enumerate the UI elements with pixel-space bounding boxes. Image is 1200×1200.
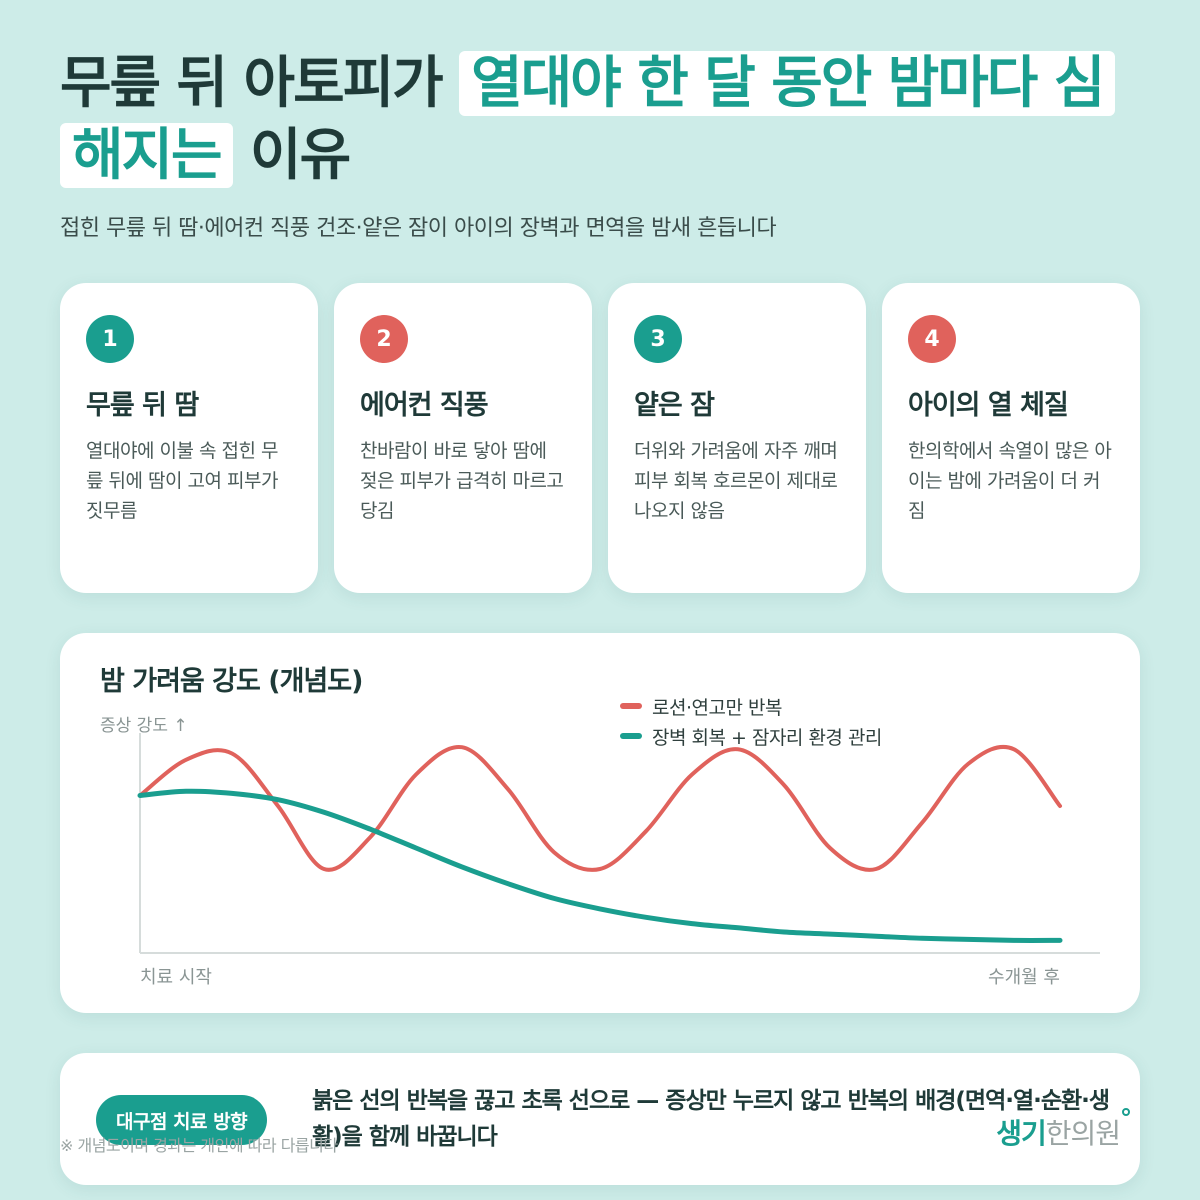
treatment-badge: 대구점 치료 방향 bbox=[96, 1095, 268, 1145]
clinic-logo: 생기한의원 bbox=[996, 1112, 1121, 1152]
card-description: 찬바람이 바로 닿아 땀에 젖은 피부가 급격히 마르고 당김 bbox=[360, 440, 564, 522]
cause-card-2: 2 에어컨 직풍 찬바람이 바로 닿아 땀에 젖은 피부가 급격히 마르고 당김 bbox=[334, 283, 592, 593]
title-part2: 이유 bbox=[232, 123, 351, 188]
card-title: 무릎 뒤 땀 bbox=[86, 390, 199, 421]
card-description: 더위와 가려움에 자주 깨며 피부 회복 호르몬이 제대로 나오지 않음 bbox=[634, 440, 838, 522]
card-title: 아이의 열 체질 bbox=[908, 390, 1069, 421]
legend-swatch-teal bbox=[620, 733, 642, 739]
card-number-badge: 1 bbox=[86, 315, 134, 363]
x-axis-start-label: 치료 시작 bbox=[140, 967, 212, 988]
y-axis-label: 증상 강도 ↑ bbox=[100, 716, 188, 736]
card-title: 에어컨 직풍 bbox=[360, 390, 489, 421]
subtitle: 접힌 무릎 뒤 땀·에어컨 직풍 건조·얕은 잠이 아이의 장벽과 면역을 밤새… bbox=[60, 216, 777, 241]
title-part1: 무릎 뒤 아토피가 bbox=[60, 51, 460, 116]
card-title: 얕은 잠 bbox=[634, 390, 715, 421]
cause-card-1: 1 무릎 뒤 땀 열대야에 이불 속 접힌 무릎 뒤에 땀이 고여 피부가 짓무… bbox=[60, 283, 318, 593]
cause-cards: 1 무릎 뒤 땀 열대야에 이불 속 접힌 무릎 뒤에 땀이 고여 피부가 짓무… bbox=[60, 283, 1140, 593]
legend-swatch-red bbox=[620, 703, 642, 709]
line-lotion-only bbox=[138, 744, 1062, 872]
card-number-badge: 4 bbox=[908, 315, 956, 363]
cause-card-4: 4 아이의 열 체질 한의학에서 속열이 많은 아이는 밤에 가려움이 더 커짐 bbox=[882, 283, 1140, 593]
x-axis-end-label: 수개월 후 bbox=[988, 967, 1060, 988]
page-title: 무릎 뒤 아토피가 열대야 한 달 동안 밤마다 심해지는 이유 bbox=[60, 48, 1140, 192]
footnote: ※ 개념도이며 경과는 개인에 따라 다릅니다 bbox=[60, 1136, 338, 1155]
logo-part1: 생기 bbox=[996, 1117, 1047, 1150]
treatment-direction-panel: 대구점 치료 방향 붉은 선의 반복을 끊고 초록 선으로 — 증상만 누르지 … bbox=[60, 1053, 1140, 1185]
logo-dot-icon bbox=[1122, 1108, 1130, 1116]
chart-title: 밤 가려움 강도 (개념도) bbox=[100, 666, 363, 697]
cause-card-3: 3 얕은 잠 더위와 가려움에 자주 깨며 피부 회복 호르몬이 제대로 나오지… bbox=[608, 283, 866, 593]
card-number-badge: 2 bbox=[360, 315, 408, 363]
treatment-message: 붉은 선의 반복을 끊고 초록 선으로 — 증상만 누르지 않고 반복의 배경(… bbox=[312, 1088, 1110, 1150]
card-description: 열대야에 이불 속 접힌 무릎 뒤에 땀이 고여 피부가 짓무름 bbox=[86, 440, 278, 522]
itch-chart-panel: 밤 가려움 강도 (개념도) 증상 강도 ↑ 로션·연고만 반복 장벽 회복 +… bbox=[60, 633, 1140, 1013]
legend-item-lotion: 로션·연고만 반복 bbox=[620, 691, 882, 721]
legend-label: 장벽 회복 + 잠자리 환경 관리 bbox=[652, 726, 882, 749]
card-description: 한의학에서 속열이 많은 아이는 밤에 가려움이 더 커짐 bbox=[908, 440, 1112, 522]
legend-label: 로션·연고만 반복 bbox=[652, 696, 782, 719]
logo-part2: 한의원 bbox=[1045, 1117, 1121, 1150]
chart-legend: 로션·연고만 반복 장벽 회복 + 잠자리 환경 관리 bbox=[620, 691, 882, 751]
legend-item-barrier: 장벽 회복 + 잠자리 환경 관리 bbox=[620, 721, 882, 751]
itch-chart bbox=[137, 733, 1100, 954]
line-barrier-recovery bbox=[137, 788, 1063, 943]
card-number-badge: 3 bbox=[634, 315, 682, 363]
